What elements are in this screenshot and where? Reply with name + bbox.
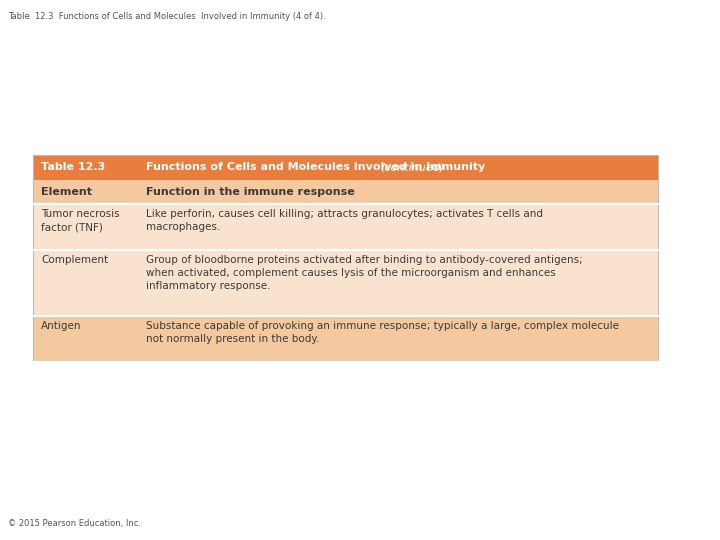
Text: Function in the immune response: Function in the immune response <box>146 187 355 197</box>
Text: Tumor necrosis
factor (TNF): Tumor necrosis factor (TNF) <box>41 209 120 232</box>
Bar <box>33 204 658 250</box>
Text: Functions of Cells and Molecules Involved in Immunity: Functions of Cells and Molecules Involve… <box>146 163 489 172</box>
Text: Antigen: Antigen <box>41 321 81 331</box>
Bar <box>33 155 658 180</box>
Text: Table 12.3: Table 12.3 <box>41 163 105 172</box>
Text: Complement: Complement <box>41 255 108 265</box>
Bar <box>33 180 658 204</box>
Text: (continued): (continued) <box>380 163 444 172</box>
Text: Substance capable of provoking an immune response; typically a large, complex mo: Substance capable of provoking an immune… <box>146 321 619 344</box>
Bar <box>33 316 658 362</box>
Text: Table  12.3  Functions of Cells and Molecules  Involved in Immunity (4 of 4).: Table 12.3 Functions of Cells and Molecu… <box>8 12 325 21</box>
Text: © 2015 Pearson Education, Inc.: © 2015 Pearson Education, Inc. <box>8 519 140 528</box>
Bar <box>33 155 658 362</box>
Text: Element: Element <box>41 187 92 197</box>
Text: Group of bloodborne proteins activated after binding to antibody-covered antigen: Group of bloodborne proteins activated a… <box>146 255 582 292</box>
Bar <box>33 250 658 316</box>
Text: Like perforin, causes cell killing; attracts granulocytes; activates T cells and: Like perforin, causes cell killing; attr… <box>146 209 543 232</box>
